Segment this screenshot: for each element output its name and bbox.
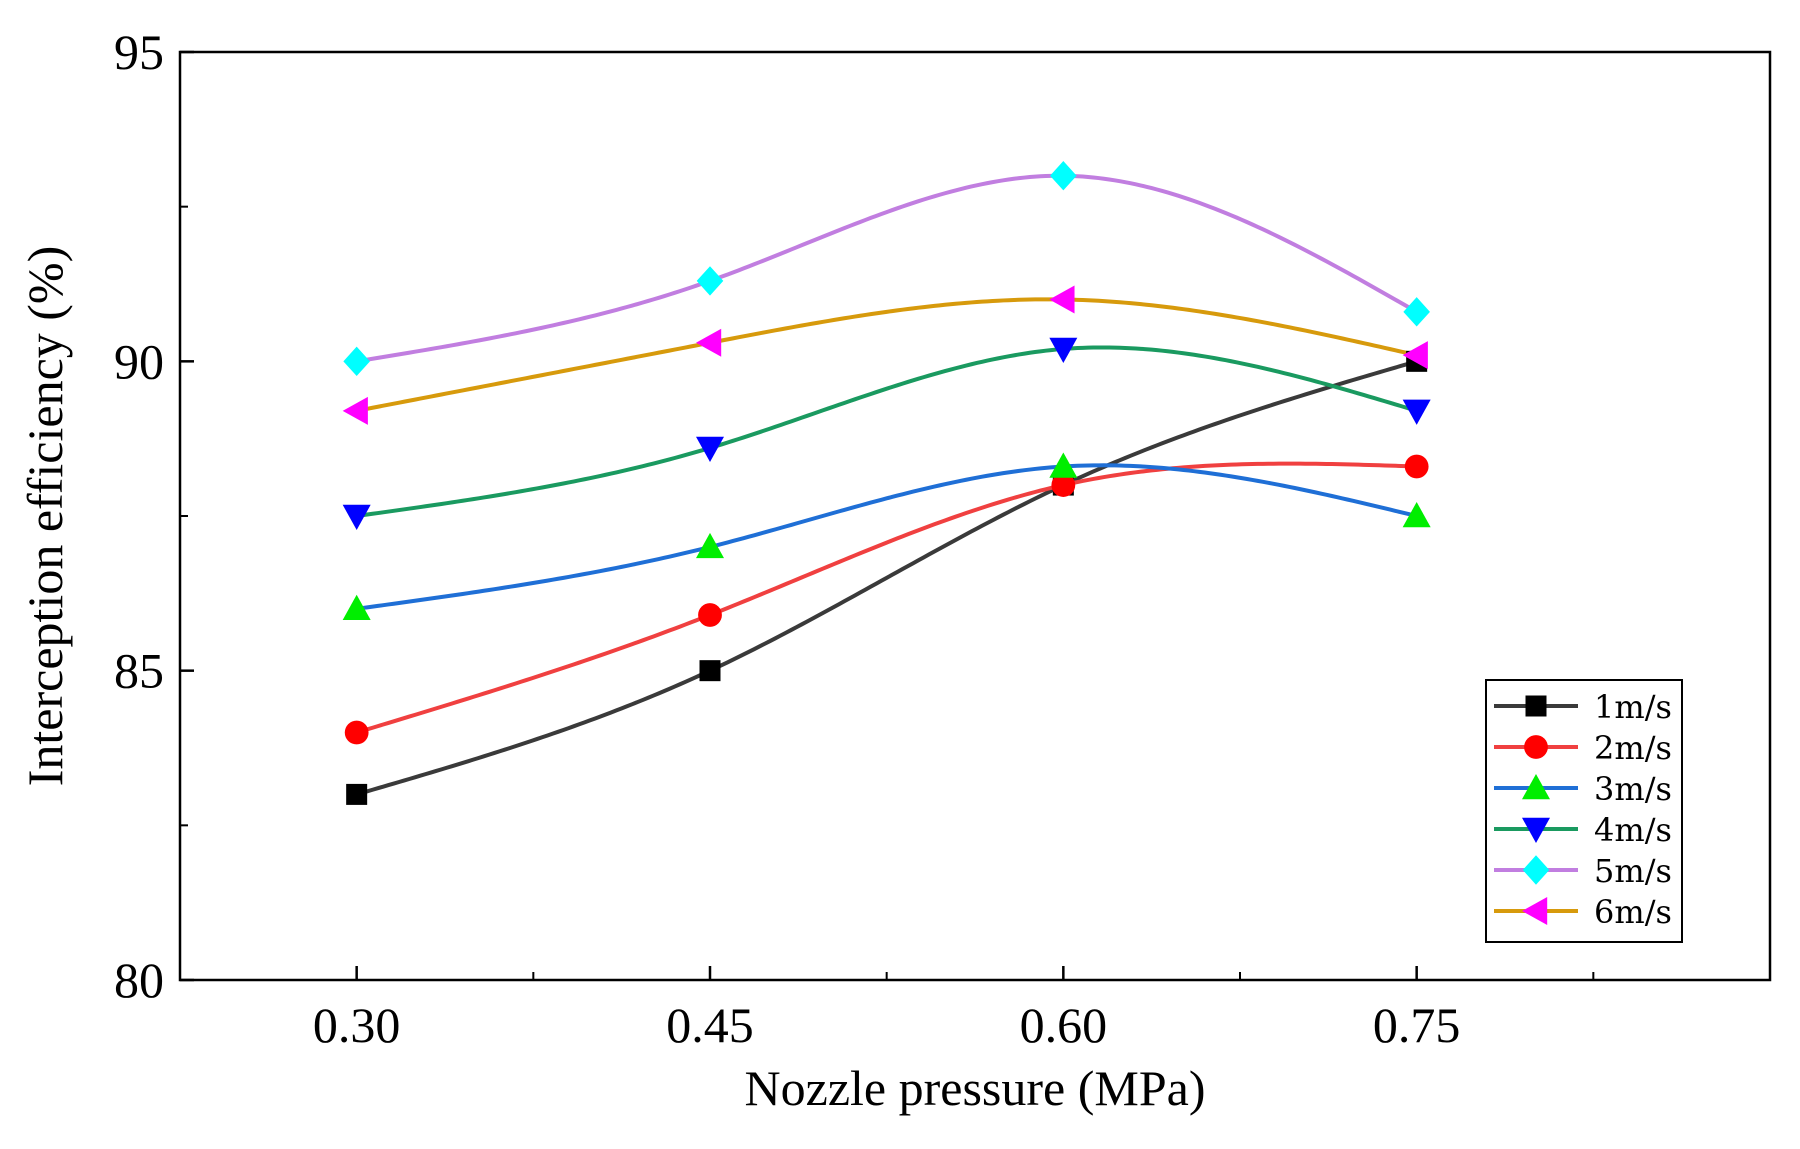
legend-marker <box>1524 735 1548 759</box>
y-tick-label: 85 <box>114 643 164 699</box>
series-layer <box>342 161 1431 805</box>
legend-label: 3m/s <box>1594 770 1672 808</box>
data-point-5m/s <box>343 346 370 377</box>
data-point-2m/s <box>344 720 369 745</box>
legend-label: 5m/s <box>1594 852 1672 890</box>
series-line-2m/s <box>356 461 1417 735</box>
x-tick-label: 0.45 <box>666 997 754 1053</box>
series-line-4m/s <box>356 345 1418 518</box>
data-point-5m/s <box>696 266 724 296</box>
y-tick-label: 80 <box>114 952 164 1008</box>
series-line-5m/s <box>356 173 1418 364</box>
legend: 1m/s2m/s3m/s4m/s5m/s6m/s <box>1485 679 1683 943</box>
data-point-6m/s <box>1049 285 1075 314</box>
x-axis-title: Nozzle pressure (MPa) <box>745 1060 1206 1116</box>
legend-box <box>1485 679 1683 943</box>
legend-label: 4m/s <box>1594 811 1672 849</box>
legend-label: 2m/s <box>1594 729 1672 767</box>
data-point-6m/s <box>1402 341 1428 370</box>
legend-marker <box>1522 817 1550 843</box>
data-point-3m/s <box>1402 502 1431 528</box>
data-point-3m/s <box>696 532 724 559</box>
y-tick-label: 90 <box>114 333 164 389</box>
data-point-4m/s <box>1049 337 1078 363</box>
data-point-6m/s <box>696 328 722 357</box>
legend-marker <box>1522 855 1550 885</box>
data-point-2m/s <box>1051 473 1076 497</box>
data-point-3m/s <box>342 594 371 620</box>
legend-marker <box>1525 695 1547 717</box>
series-line-1m/s <box>356 359 1418 797</box>
x-tick-label: 0.75 <box>1373 997 1461 1053</box>
data-point-3m/s <box>1049 452 1078 478</box>
y-tick-label: 95 <box>114 24 164 80</box>
data-point-2m/s <box>698 603 722 627</box>
data-point-1m/s <box>346 783 368 805</box>
x-tick-label: 0.60 <box>1020 997 1108 1053</box>
y-axis-title: Interception efficiency (%) <box>17 246 73 786</box>
x-tick-label: 0.30 <box>313 997 401 1053</box>
data-point-4m/s <box>696 436 724 462</box>
axis-layer: 0.30 0.45 0.60 0.75 80 85 90 95 <box>114 24 1595 1053</box>
series-line-3m/s <box>356 463 1418 611</box>
data-point-5m/s <box>1050 161 1077 191</box>
data-point-4m/s <box>1402 399 1431 425</box>
data-point-1m/s <box>699 660 721 682</box>
legend-label: 6m/s <box>1594 893 1672 931</box>
data-point-4m/s <box>342 504 371 530</box>
legend-label: 1m/s <box>1594 688 1672 726</box>
series-line-6m/s <box>356 297 1418 413</box>
legend-marker <box>1522 774 1550 800</box>
data-point-2m/s <box>1404 454 1429 479</box>
data-point-6m/s <box>342 396 368 425</box>
data-point-5m/s <box>1403 297 1430 327</box>
legend-marker <box>1522 897 1548 925</box>
